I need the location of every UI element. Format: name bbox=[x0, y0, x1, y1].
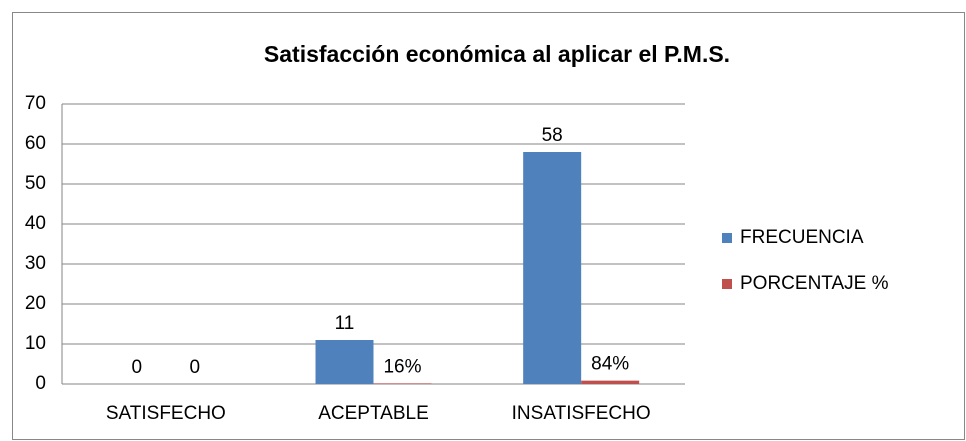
y-tick-label: 50 bbox=[25, 173, 46, 194]
y-tick-label: 70 bbox=[25, 93, 46, 114]
x-tick-label: INSATISFECHO bbox=[512, 403, 651, 424]
y-tick-label: 30 bbox=[25, 253, 46, 274]
y-tick-label: 10 bbox=[25, 333, 46, 354]
data-label: 0 bbox=[190, 357, 201, 378]
x-tick-label: ACEPTABLE bbox=[318, 403, 429, 424]
y-tick-label: 0 bbox=[35, 373, 46, 394]
data-label: 58 bbox=[542, 125, 563, 146]
bar bbox=[373, 383, 432, 384]
data-label: 16% bbox=[383, 356, 421, 377]
data-label: 0 bbox=[132, 357, 143, 378]
bar bbox=[581, 380, 640, 384]
chart-frame bbox=[12, 12, 965, 440]
x-tick-label: SATISFECHO bbox=[106, 403, 226, 424]
legend-label: FRECUENCIA bbox=[740, 227, 864, 248]
y-tick-label: 60 bbox=[25, 133, 46, 154]
data-label: 11 bbox=[335, 313, 355, 334]
y-tick-label: 20 bbox=[25, 293, 46, 314]
data-label: 84% bbox=[591, 354, 629, 375]
chart-title: Satisfacción económica al aplicar el P.M… bbox=[264, 41, 730, 67]
legend-swatch bbox=[722, 279, 732, 289]
y-tick-label: 40 bbox=[25, 213, 46, 234]
bar bbox=[315, 340, 374, 384]
bar bbox=[523, 152, 582, 384]
legend-label: PORCENTAJE % bbox=[740, 273, 889, 294]
legend-swatch bbox=[722, 233, 732, 243]
